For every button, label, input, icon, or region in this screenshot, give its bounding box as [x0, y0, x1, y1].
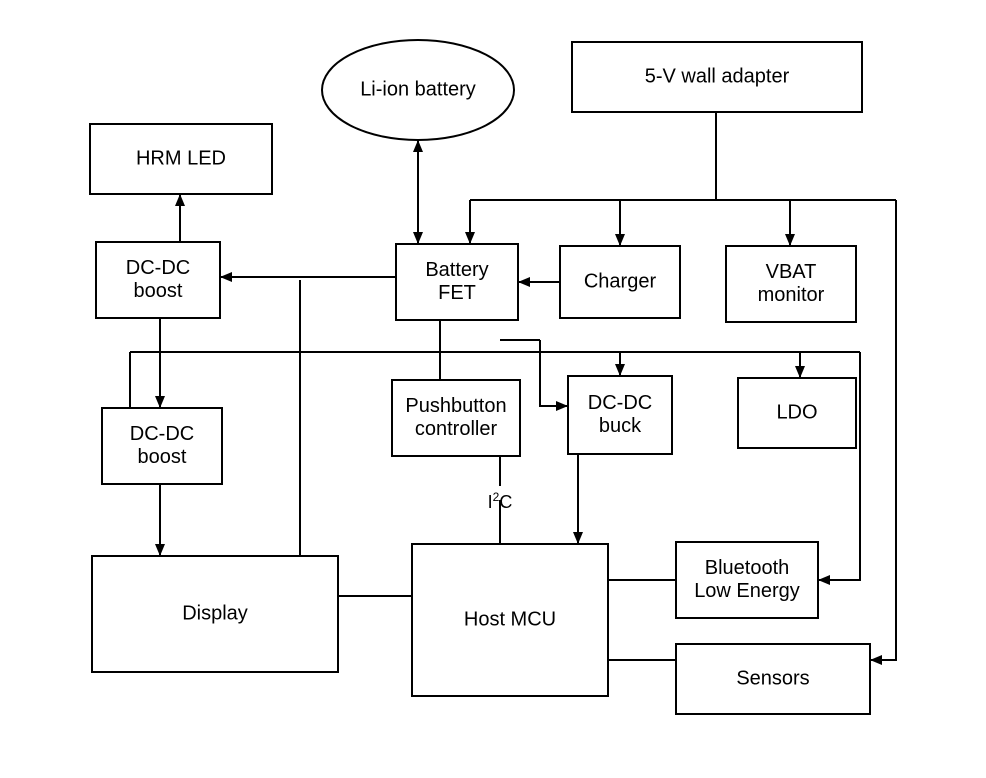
- node-label-charger: Charger: [584, 270, 657, 292]
- node-label-ble: Low Energy: [694, 580, 800, 602]
- node-dcdc2: DC-DCboost: [102, 408, 222, 484]
- node-label-sensors: Sensors: [736, 667, 809, 689]
- edge-7: [870, 200, 896, 660]
- node-label-pbc: Pushbutton: [405, 395, 506, 417]
- node-label-buck: buck: [599, 415, 642, 437]
- node-charger: Charger: [560, 246, 680, 318]
- node-label-buck: DC-DC: [588, 392, 652, 414]
- node-sensors: Sensors: [676, 644, 870, 714]
- node-label-display: Display: [182, 602, 248, 624]
- node-label-dcdc1: boost: [134, 280, 183, 302]
- node-label-mcu: Host MCU: [464, 608, 556, 630]
- annotation-0: I2C: [488, 490, 513, 512]
- node-label-ble: Bluetooth: [705, 557, 790, 579]
- node-mcu: Host MCU: [412, 544, 608, 696]
- node-vbat: VBATmonitor: [726, 246, 856, 322]
- edge-20: [540, 340, 568, 406]
- node-dcdc1: DC-DCboost: [96, 242, 220, 318]
- node-label-ldo: LDO: [776, 401, 817, 423]
- node-pbc: Pushbuttoncontroller: [392, 380, 520, 456]
- node-label-vbat: VBAT: [766, 261, 817, 283]
- node-ble: BluetoothLow Energy: [676, 542, 818, 618]
- block-diagram: Li-ion battery 5-V wall adapter HRM LED DC-…: [0, 0, 986, 778]
- node-label-adapter: 5-V wall adapter: [645, 65, 790, 87]
- node-liion: Li-ion battery: [322, 40, 514, 140]
- node-label-batfet: FET: [438, 282, 476, 304]
- node-label-liion: Li-ion battery: [360, 78, 476, 100]
- node-label-vbat: monitor: [758, 284, 825, 306]
- node-label-batfet: Battery: [425, 259, 488, 281]
- node-display: Display: [92, 556, 338, 672]
- node-label-dcdc1: DC-DC: [126, 257, 190, 279]
- node-label-hrmled: HRM LED: [136, 147, 226, 169]
- node-label-pbc: controller: [415, 418, 498, 440]
- node-hrmled: HRM LED: [90, 124, 272, 194]
- node-label-dcdc2: boost: [138, 446, 187, 468]
- node-buck: DC-DCbuck: [568, 376, 672, 454]
- node-batfet: BatteryFET: [396, 244, 518, 320]
- node-label-dcdc2: DC-DC: [130, 423, 194, 445]
- node-ldo: LDO: [738, 378, 856, 448]
- node-adapter: 5-V wall adapter: [572, 42, 862, 112]
